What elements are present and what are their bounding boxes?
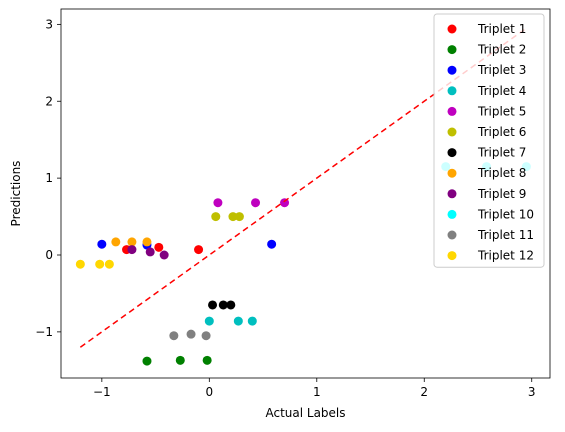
data-point-3-3 bbox=[267, 239, 277, 249]
legend-marker bbox=[447, 148, 457, 158]
data-point-9-1 bbox=[127, 245, 137, 255]
data-point-6-2 bbox=[228, 212, 238, 222]
data-point-9-3 bbox=[159, 250, 169, 260]
y-tick-label: 2 bbox=[45, 94, 53, 108]
x-tick-label: 2 bbox=[420, 385, 428, 399]
data-point-5-1 bbox=[213, 198, 223, 208]
legend-entry-label: Triplet 2 bbox=[477, 43, 526, 57]
data-point-7-1 bbox=[208, 300, 218, 310]
data-point-11-2 bbox=[186, 329, 196, 339]
y-axis-label: Predictions bbox=[9, 161, 23, 227]
legend-box bbox=[433, 13, 545, 268]
data-point-1-2 bbox=[154, 242, 164, 252]
x-tick-label: 3 bbox=[528, 385, 536, 399]
data-point-1-3 bbox=[194, 245, 204, 255]
x-axis-label: Actual Labels bbox=[265, 406, 345, 420]
x-tick-label: 0 bbox=[205, 385, 213, 399]
data-point-12-3 bbox=[104, 259, 114, 269]
legend: Triplet 1 Triplet 2 Triplet 3 Triplet 4 Trip… bbox=[433, 13, 545, 268]
legend-entry-label: Triplet 10 bbox=[477, 207, 534, 221]
data-point-6-3 bbox=[234, 212, 244, 222]
data-point-7-2 bbox=[218, 300, 228, 310]
legend-marker bbox=[447, 127, 457, 137]
legend-entry-label: Triplet 9 bbox=[477, 187, 526, 201]
legend-entry-label: Triplet 11 bbox=[477, 228, 534, 242]
y-tick-label: −1 bbox=[35, 325, 53, 339]
data-point-2-2 bbox=[175, 355, 185, 365]
legend-entry-label: Triplet 7 bbox=[477, 146, 526, 160]
data-point-8-3 bbox=[142, 237, 152, 247]
data-point-4-3 bbox=[247, 316, 257, 326]
data-point-3-1 bbox=[97, 239, 107, 249]
legend-entry-label: Triplet 3 bbox=[477, 63, 526, 77]
legend-marker bbox=[447, 106, 457, 116]
x-tick-label: −1 bbox=[93, 385, 111, 399]
legend-marker bbox=[447, 65, 457, 75]
legend-entry-label: Triplet 4 bbox=[477, 84, 526, 98]
reference-line bbox=[79, 27, 527, 348]
legend-marker bbox=[447, 86, 457, 96]
data-point-2-1 bbox=[142, 356, 152, 366]
y-tick-label: 3 bbox=[45, 17, 53, 31]
legend-entry-label: Triplet 1 bbox=[477, 22, 526, 36]
x-tick-label: 1 bbox=[313, 385, 321, 399]
y-tick-label: 0 bbox=[45, 248, 53, 262]
data-point-8-2 bbox=[127, 237, 137, 247]
data-point-12-1 bbox=[75, 259, 85, 269]
legend-entry-label: Triplet 12 bbox=[477, 249, 534, 263]
plot-frame bbox=[60, 8, 551, 379]
data-point-11-1 bbox=[169, 331, 179, 341]
data-point-4-2 bbox=[233, 316, 243, 326]
legend-marker bbox=[447, 24, 457, 34]
data-point-6-1 bbox=[211, 212, 221, 222]
data-point-12-2 bbox=[95, 259, 105, 269]
legend-marker bbox=[447, 189, 457, 199]
plot-area bbox=[75, 27, 531, 366]
data-point-7-3 bbox=[226, 300, 236, 310]
legend-marker bbox=[447, 251, 457, 261]
data-point-2-3 bbox=[202, 355, 212, 365]
data-point-4-1 bbox=[204, 316, 214, 326]
axes: −1 0 1 2 3 −1 0 1 2 3 bbox=[35, 8, 551, 399]
legend-entry-label: Triplet 6 bbox=[477, 125, 526, 139]
data-point-8-1 bbox=[111, 237, 121, 247]
data-point-11-3 bbox=[201, 331, 211, 341]
legend-marker bbox=[447, 209, 457, 219]
legend-marker bbox=[447, 168, 457, 178]
legend-marker bbox=[447, 230, 457, 240]
legend-marker bbox=[447, 45, 457, 55]
data-point-9-2 bbox=[145, 247, 155, 257]
y-tick-label: 1 bbox=[45, 171, 53, 185]
legend-entry-label: Triplet 5 bbox=[477, 104, 526, 118]
data-point-5-2 bbox=[251, 198, 261, 208]
legend-entry-label: Triplet 8 bbox=[477, 166, 526, 180]
